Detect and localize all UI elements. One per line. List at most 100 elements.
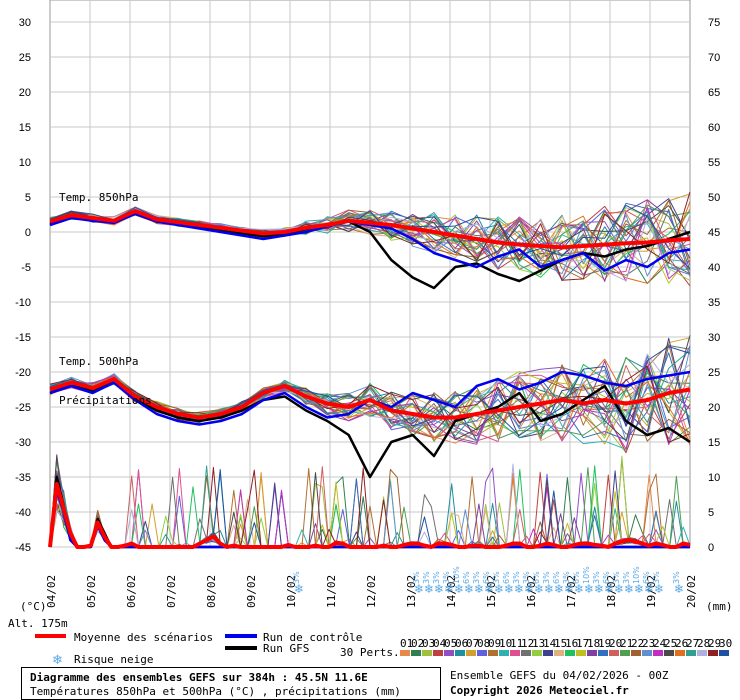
member-key-label: 11 (510, 637, 523, 650)
member-key-swatch (554, 650, 564, 656)
snowflake-icon: ❄ (464, 582, 474, 596)
right-tick-label: 40 (708, 262, 720, 274)
snow-risk-row: 3%❄3%❄3%❄3%❄3%❄10%❄6%❄3%❄6%❄3%❄6%❄3%❄3%❄… (292, 566, 684, 596)
t500-member-26 (49, 358, 691, 443)
snow-risk-percent: 3% (592, 571, 601, 584)
date-tick-label: 08/02 (205, 575, 218, 608)
snow-risk-percent: 10% (582, 566, 591, 584)
member-key-label: 29 (708, 637, 721, 650)
date-tick-label: 05/02 (85, 575, 98, 608)
snow-risk-percent: 6% (642, 571, 651, 584)
snowflake-icon: ❄ (484, 582, 494, 596)
t500-gfs-line (49, 379, 691, 479)
member-key-swatch (532, 650, 542, 656)
left-tick-label: 15 (19, 122, 31, 134)
right-unit-label: (mm) (706, 600, 733, 613)
member-key-label: 23 (642, 637, 655, 650)
legend-snow-label: Risque neige (74, 653, 153, 666)
precip-mean-line (48, 482, 691, 549)
snowflake-icon: ❄ (624, 582, 634, 596)
snowflake-icon: ❄ (504, 582, 514, 596)
member-key-swatch (499, 650, 509, 656)
snow-risk-percent: 3% (652, 571, 661, 584)
snow-risk-percent: 3% (542, 571, 551, 584)
member-key-swatch (686, 650, 696, 656)
member-key-label: 02 (411, 637, 424, 650)
snowflake-icon: ❄ (494, 582, 504, 596)
right-tick-label: 0 (708, 542, 714, 554)
date-tick-label: 15/02 (485, 575, 498, 608)
left-tick-label: 30 (19, 17, 31, 29)
copyright: Copyright 2026 Meteociel.fr (450, 684, 629, 697)
snowflake-icon: ❄ (444, 582, 454, 596)
date-tick-label: 12/02 (365, 575, 378, 608)
legend-gfs-label: Run GFS (263, 642, 309, 655)
member-key-swatch (411, 650, 421, 656)
member-key-swatch (543, 650, 553, 656)
member-key-label: 06 (455, 637, 468, 650)
legend-mean-label: Moyenne des scénarios (74, 631, 213, 644)
diagram-subtitle: Températures 850hPa et 500hPa (°C) , pré… (30, 685, 401, 698)
member-key-swatch (576, 650, 586, 656)
left-tick-label: 5 (25, 192, 31, 204)
member-key-label: 12 (521, 637, 534, 650)
snow-risk-percent: 6% (552, 571, 561, 584)
right-tick-label: 25 (708, 367, 720, 379)
snowflake-icon: ❄ (654, 582, 664, 596)
t500-member-29 (49, 365, 691, 443)
member-key-label: 03 (422, 637, 435, 650)
member-key-label: 21 (620, 637, 633, 650)
date-tick-label: 11/02 (325, 575, 338, 608)
member-key-swatch (631, 650, 641, 656)
left-tick-label: -30 (15, 437, 31, 449)
snow-risk-percent: 3% (412, 571, 421, 584)
member-key-swatch (675, 650, 685, 656)
snow-risk-percent: 6% (602, 571, 611, 584)
snow-risk-percent: 3% (622, 571, 631, 584)
member-key-swatch (477, 650, 487, 656)
left-tick-label: 0 (25, 227, 31, 239)
snowflake-icon: ❄ (554, 582, 564, 596)
member-key-label: 20 (609, 637, 622, 650)
right-tick-label: 65 (708, 87, 720, 99)
snowflake-icon: ❄ (544, 582, 554, 596)
date-tick-label: 04/02 (45, 575, 58, 608)
date-tick-label: 17/02 (565, 575, 578, 608)
right-tick-label: 5 (708, 507, 714, 519)
legend: (°C) (mm) Alt. 175m Moyenne des scénario… (8, 600, 733, 668)
date-tick-label: 13/02 (405, 575, 418, 608)
panel-labels: Temp. 850hPa Temp. 500hPa Précipitations (59, 191, 152, 407)
left-tick-label: 25 (19, 52, 31, 64)
member-key-label: 17 (576, 637, 589, 650)
snowflake-icon: ❄ (594, 582, 604, 596)
member-key-label: 26 (675, 637, 688, 650)
member-key-label: 08 (477, 637, 490, 650)
left-tick-label: 10 (19, 157, 31, 169)
info-box: Diagramme des ensembles GEFS sur 384h : … (21, 667, 441, 700)
t850-control-line (49, 212, 691, 272)
snow-risk-percent: 3% (472, 571, 481, 584)
t500-mean-line (49, 377, 691, 420)
member-key-swatch (664, 650, 674, 656)
snowflake-icon: ❄ (534, 582, 544, 596)
right-tick-label: 75 (708, 17, 720, 29)
date-tick-label: 18/02 (605, 575, 618, 608)
left-unit-label: (°C) (20, 600, 47, 613)
t850-mean-line (49, 209, 691, 250)
snow-risk-percent: 3% (292, 571, 301, 584)
right-tick-label: 60 (708, 122, 720, 134)
member-color-key: 0102030405060708091011121314151617181920… (400, 637, 732, 656)
plot-grid (49, 0, 691, 548)
snowflake-icon: ❄ (564, 582, 574, 596)
date-tick-label: 14/02 (445, 575, 458, 608)
snow-risk-percent: 3% (442, 571, 451, 584)
left-tick-label: -40 (15, 507, 31, 519)
member-key-label: 28 (697, 637, 710, 650)
left-tick-label: -45 (15, 542, 31, 554)
date-tick-label: 19/02 (645, 575, 658, 608)
member-key-swatch (422, 650, 432, 656)
snow-risk-percent: 3% (422, 571, 431, 584)
member-key-swatch (620, 650, 630, 656)
member-key-label: 07 (466, 637, 479, 650)
member-key-label: 05 (444, 637, 457, 650)
